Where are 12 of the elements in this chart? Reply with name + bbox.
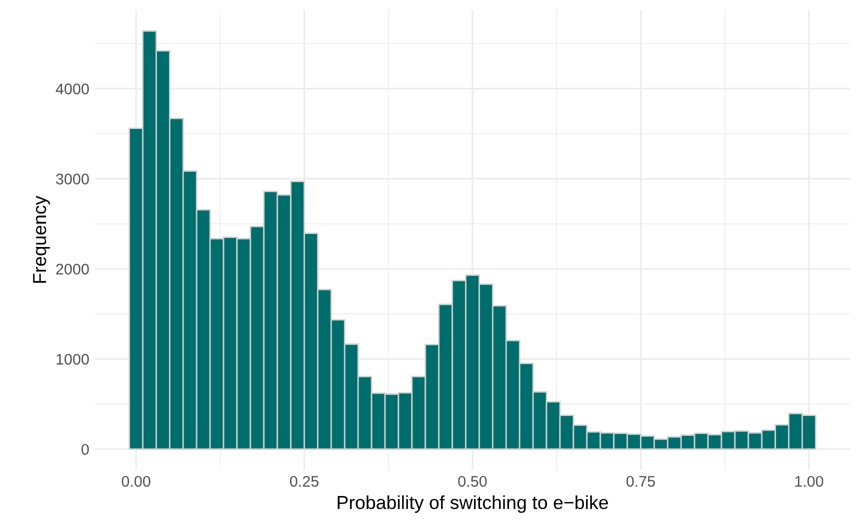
- y-tick-label: 3000: [56, 174, 89, 184]
- x-tick-label: 0.75: [626, 476, 655, 487]
- x-tick-label: 0.50: [458, 476, 487, 487]
- y-tick-label: 1000: [56, 354, 89, 365]
- y-axis-title: Frequency: [33, 196, 50, 283]
- y-tick-label: 0: [82, 444, 89, 455]
- y-tick-label: 4000: [56, 84, 89, 94]
- y-tick-label: 2000: [56, 264, 89, 275]
- x-axis-title: Probability of switching to e−bike: [338, 495, 608, 513]
- x-tick-label: 1.00: [795, 476, 824, 487]
- x-tick-label: 0.25: [290, 476, 318, 487]
- x-tick-label: 0.00: [122, 476, 150, 487]
